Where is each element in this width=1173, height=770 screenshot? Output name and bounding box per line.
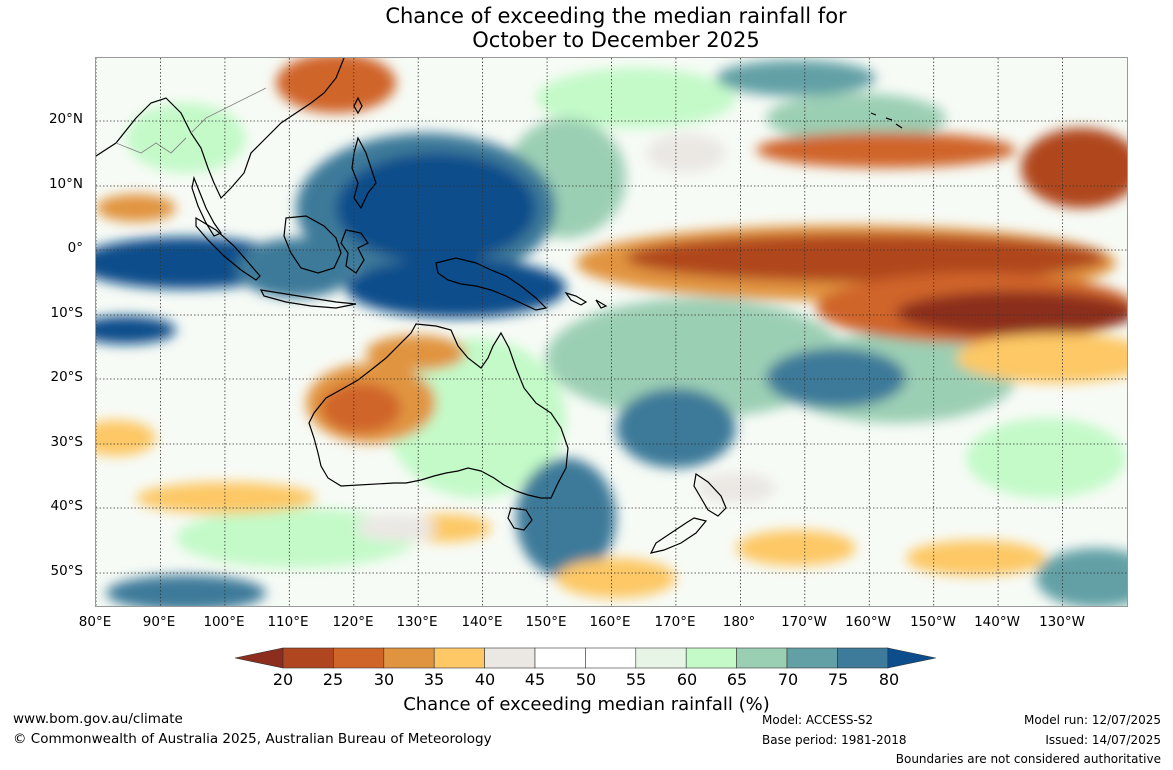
lat-label-40s: 40°S — [50, 498, 84, 514]
lon-label-130e: 130°E — [396, 614, 438, 630]
colorbar-tick-25: 25 — [322, 670, 344, 689]
tasmania-coast — [507, 507, 533, 531]
colorbar-arrow-high — [887, 647, 936, 669]
lon-label-140e: 140°E — [461, 614, 503, 630]
lon-label-80e: 80°E — [78, 614, 112, 630]
colorbar-tick-20: 20 — [272, 670, 294, 689]
rainfall-probability-field — [96, 58, 1127, 606]
borneo-coast — [283, 215, 342, 274]
lat-label-30s: 30°S — [50, 434, 84, 450]
colorbar — [235, 647, 936, 669]
lat-label-equator: 0° — [67, 240, 83, 256]
lon-label-140w: 140°W — [974, 614, 1020, 630]
lat-label-10s: 10°S — [50, 305, 84, 321]
lat-label-10n: 10°N — [48, 176, 83, 192]
colorbar-segment — [786, 647, 838, 669]
lat-label-50s: 50°S — [50, 563, 84, 579]
footer-model: Model: ACCESS-S2 — [762, 713, 874, 727]
lon-label-120e: 120°E — [332, 614, 374, 630]
colorbar-segment — [333, 647, 385, 669]
colorbar-segment — [635, 647, 687, 669]
lon-label-100e: 100°E — [203, 614, 245, 630]
colorbar-segment — [484, 647, 536, 669]
lon-label-90e: 90°E — [142, 614, 176, 630]
colorbar-segment — [282, 647, 334, 669]
sulawesi-coast — [340, 229, 369, 274]
colorbar-tick-55: 55 — [625, 670, 647, 689]
colorbar-segment — [433, 647, 485, 669]
lon-label-170w: 170°W — [781, 614, 827, 630]
taiwan-coast — [353, 96, 363, 115]
footer-model-run: Model run: 12/07/2025 — [1023, 713, 1161, 727]
coastlines — [96, 58, 903, 554]
colorbar-segment — [736, 647, 788, 669]
asia-mainland-coast — [96, 58, 345, 200]
graticule — [96, 58, 1127, 606]
colorbar-tick-45: 45 — [524, 670, 546, 689]
lon-label-150e: 150°E — [525, 614, 567, 630]
footer-issued: Issued: 14/07/2025 — [1045, 733, 1161, 747]
footer-base-period: Base period: 1981-2018 — [762, 733, 907, 747]
colorbar-tick-75: 75 — [827, 670, 849, 689]
solomon-islands — [564, 291, 608, 309]
colorbar-segment — [383, 647, 435, 669]
hawaii-islands — [870, 112, 903, 129]
lat-label-20s: 20°S — [50, 369, 84, 385]
rainfall-map — [95, 57, 1128, 607]
philippines-coast — [351, 136, 377, 210]
colorbar-segment — [534, 647, 586, 669]
colorbar-tick-60: 60 — [676, 670, 698, 689]
lon-label-170e: 170°E — [654, 614, 696, 630]
australia-coast — [308, 323, 569, 499]
colorbar-tick-30: 30 — [373, 670, 395, 689]
java-coast — [259, 289, 357, 309]
lat-label-20n: 20°N — [48, 111, 83, 127]
colorbar-tick-80: 80 — [878, 670, 900, 689]
map-svg — [96, 58, 1127, 606]
map-title: Chance of exceeding the median rainfall … — [0, 4, 1173, 52]
lon-label-110e: 110°E — [267, 614, 309, 630]
colorbar-arrow-low — [235, 647, 284, 669]
lon-label-150w: 150°W — [910, 614, 956, 630]
title-line-2: October to December 2025 — [472, 28, 760, 52]
footer-copyright: © Commonwealth of Australia 2025, Austra… — [13, 731, 492, 747]
lon-label-130w: 130°W — [1039, 614, 1085, 630]
colorbar-tick-70: 70 — [777, 670, 799, 689]
colorbar-tick-50: 50 — [575, 670, 597, 689]
lon-label-180: 180° — [722, 614, 756, 630]
footer-disclaimer: Boundaries are not considered authoritat… — [895, 752, 1161, 766]
colorbar-segment — [837, 647, 889, 669]
title-line-1: Chance of exceeding the median rainfall … — [385, 4, 847, 28]
new-zealand-south — [649, 517, 708, 554]
lon-label-160w: 160°W — [845, 614, 891, 630]
colorbar-segment — [585, 647, 637, 669]
new-zealand-north — [693, 472, 727, 517]
colorbar-segment — [685, 647, 737, 669]
colorbar-tick-65: 65 — [726, 670, 748, 689]
malay-peninsula-coast — [191, 175, 222, 237]
colorbar-tick-35: 35 — [423, 670, 445, 689]
new-guinea-coast — [435, 257, 548, 311]
colorbar-tick-40: 40 — [474, 670, 496, 689]
lon-label-160e: 160°E — [589, 614, 631, 630]
country-borders — [115, 87, 267, 154]
sumatra-coast — [195, 216, 261, 281]
colorbar-label: Chance of exceeding median rainfall (%) — [403, 694, 770, 715]
footer-website: www.bom.gov.au/climate — [13, 711, 183, 727]
